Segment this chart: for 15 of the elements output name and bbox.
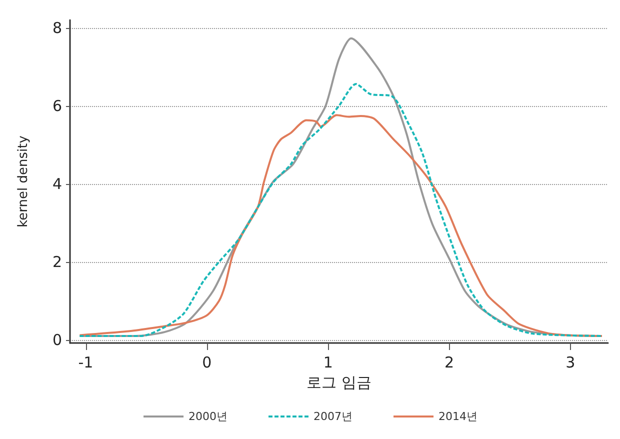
- y-tick-label: 2: [52, 252, 62, 271]
- legend-label: 2014년: [438, 410, 478, 423]
- y-tick-label: 8: [52, 18, 62, 37]
- x-axis-title: 로그 임금: [306, 374, 372, 392]
- y-tick-label: 6: [52, 96, 62, 115]
- x-tick-label: 2: [444, 354, 454, 372]
- x-tick-label: 1: [323, 354, 333, 372]
- y-tick-label: 0: [52, 330, 62, 349]
- y-axis-title: kernel density: [16, 135, 31, 228]
- x-tick-label: 0: [202, 354, 212, 372]
- x-tick-label: 3: [566, 354, 576, 372]
- legend-label: 2000년: [188, 410, 228, 423]
- y-tick-label: 4: [52, 174, 62, 193]
- x-tick-label: -1: [78, 354, 94, 372]
- legend-label: 2007년: [314, 410, 353, 423]
